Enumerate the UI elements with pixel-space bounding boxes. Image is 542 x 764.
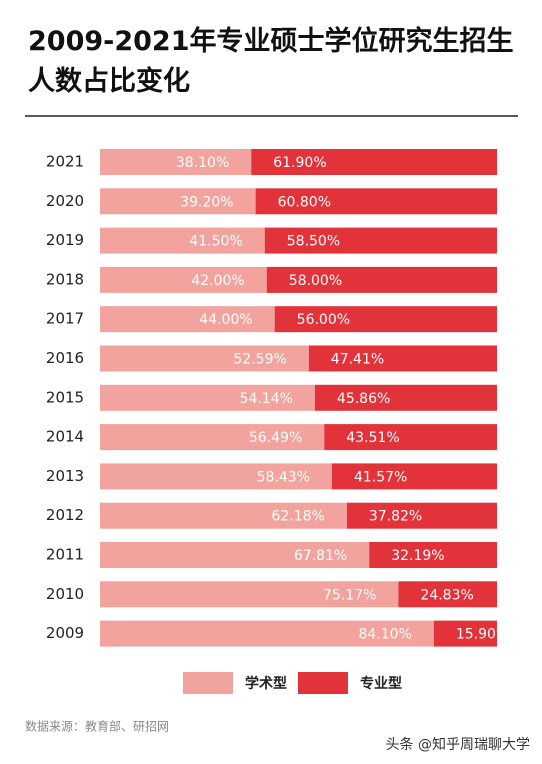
bar-segment	[274, 306, 497, 333]
legend-label: 学术型	[245, 675, 287, 692]
bar-segment	[100, 463, 332, 490]
value-label: 60.80%	[278, 194, 331, 210]
bar-segment	[100, 384, 315, 411]
value-label: 62.18%	[271, 509, 324, 525]
bar-segment	[100, 188, 256, 215]
bar-segment	[308, 345, 497, 372]
value-label: 75.17%	[323, 587, 376, 603]
bar-segment	[255, 188, 497, 215]
y-tick-label: 2009	[46, 624, 84, 642]
value-label: 56.49%	[249, 430, 302, 446]
value-label: 41.57%	[354, 469, 407, 485]
value-label: 44.00%	[199, 312, 252, 328]
bar-segment	[398, 581, 497, 608]
bar-segment	[100, 149, 252, 175]
value-label: 67.81%	[294, 548, 347, 564]
y-tick-label: 2019	[46, 231, 84, 249]
bar-segment	[324, 424, 497, 451]
legend-swatch	[183, 672, 233, 694]
bar-segment	[369, 542, 497, 568]
bar-segment	[100, 581, 399, 608]
bar-segment	[100, 306, 275, 333]
y-tick-label: 2010	[46, 585, 84, 603]
bar-segment	[346, 502, 497, 529]
value-label: 15.90%	[456, 627, 509, 643]
value-label: 38.10%	[176, 155, 229, 171]
bar-segment	[266, 266, 497, 293]
y-tick-label: 2020	[46, 192, 84, 210]
bar-segment	[331, 463, 497, 490]
bar-segment	[100, 266, 267, 293]
y-tick-label: 2021	[46, 153, 84, 171]
bar-segment	[100, 227, 265, 254]
bar-segment	[100, 620, 434, 647]
value-label: 52.59%	[233, 352, 286, 368]
value-label: 45.86%	[337, 391, 390, 407]
legend-label: 专业型	[360, 675, 402, 692]
legend-swatch	[298, 672, 348, 694]
y-tick-label: 2011	[46, 546, 84, 564]
bar-segment	[433, 620, 497, 647]
bar-segment	[251, 149, 497, 175]
value-label: 41.50%	[189, 234, 242, 250]
value-label: 43.51%	[346, 430, 399, 446]
value-label: 32.19%	[391, 548, 444, 564]
y-tick-label: 2013	[46, 467, 84, 485]
bar-segment	[100, 502, 347, 529]
y-tick-label: 2014	[46, 428, 84, 446]
value-label: 58.00%	[289, 273, 342, 289]
y-tick-label: 2017	[46, 310, 84, 328]
bar-segment	[314, 384, 497, 411]
bar-segment	[100, 345, 309, 372]
value-label: 58.43%	[257, 469, 310, 485]
value-label: 42.00%	[191, 273, 244, 289]
value-label: 47.41%	[331, 352, 384, 368]
value-label: 56.00%	[297, 312, 350, 328]
bar-segment	[264, 227, 497, 254]
y-tick-label: 2018	[46, 270, 84, 288]
value-label: 54.14%	[240, 391, 293, 407]
value-label: 39.20%	[180, 194, 233, 210]
y-tick-label: 2016	[46, 349, 84, 367]
value-label: 37.82%	[369, 509, 422, 525]
y-tick-label: 2015	[46, 388, 84, 406]
value-label: 58.50%	[287, 234, 340, 250]
bar-segment	[100, 542, 370, 568]
value-label: 61.90%	[273, 155, 326, 171]
y-tick-label: 2012	[46, 506, 84, 524]
bar-segment	[100, 424, 325, 451]
chart-title: 2009-2021年专业硕士学位研究生招生人数占比变化	[28, 26, 514, 97]
value-label: 84.10%	[358, 627, 411, 643]
value-label: 24.83%	[420, 587, 473, 603]
watermark: 头条 @知乎周瑞聊大学	[386, 736, 530, 753]
source: 数据来源：教育部、研招网	[25, 719, 169, 734]
